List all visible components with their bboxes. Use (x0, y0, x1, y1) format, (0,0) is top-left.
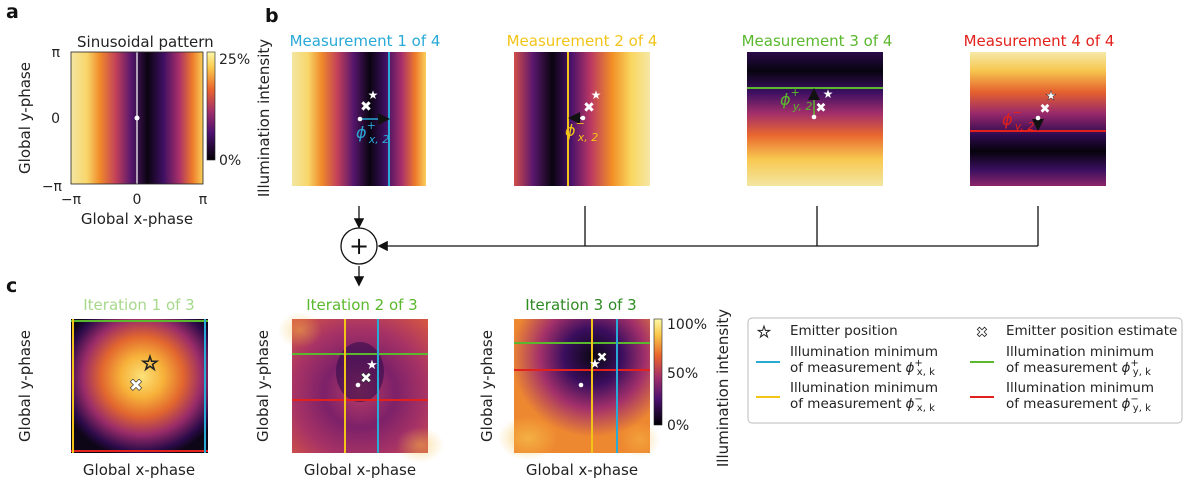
panel-a-center-dot (134, 115, 140, 121)
iteration-2-emitter-icon: ★ (366, 358, 378, 373)
panel-c-cbar-top: 100% (667, 317, 707, 333)
iteration-1-heatmap (71, 319, 208, 453)
measurement-2-phase-label: ϕ− x, 2 (565, 117, 598, 144)
legend-green-line1: Illumination minimum (1006, 344, 1154, 360)
legend-emitter-icon: ★ (757, 323, 770, 341)
measurement-1-phase-label: ϕ+ x, 2 (356, 119, 389, 146)
panel-c-colorbar-label: Illumination intensity (714, 309, 732, 467)
legend-red-line1: Illumination minimum (1006, 380, 1154, 396)
panel-c-letter: c (6, 275, 17, 297)
iteration-2-title: Iteration 2 of 3 (306, 296, 417, 314)
panel-a-ytick-bottom: −π (42, 179, 63, 195)
measurement-1-estimate-icon: ✖ (360, 99, 372, 115)
iteration-3-title: Iteration 3 of 3 (525, 296, 636, 314)
legend-yellow-line2: of measurement ϕ− x, k (790, 394, 935, 414)
iteration-1-estimate-icon: ✖ (129, 376, 143, 396)
legend-estimate-text: Emitter position estimate (1006, 323, 1177, 339)
panel-c-cbar-mid: 50% (667, 366, 698, 382)
iteration-2-estimate-icon: ✖ (360, 369, 373, 387)
iteration-1-emitter-icon: ☆ (141, 351, 159, 375)
iteration-3-emitter-icon: ★ (589, 357, 601, 372)
panel-a-xtick-mid: 0 (133, 192, 142, 208)
panel-a-xtick-left: −π (61, 192, 82, 208)
legend-red-line2: of measurement ϕ− y, k (1006, 394, 1151, 414)
panel-b-ylabel: Illumination intensity (255, 39, 273, 197)
measurement-3-estimate-icon: ✖ (816, 101, 827, 116)
panel-a-ylabel: Global y-phase (16, 62, 34, 174)
legend-emitter-text: Emitter position (790, 323, 898, 339)
panel-a-cbar-top: 25% (219, 52, 250, 68)
sum-symbol: + (349, 232, 369, 260)
legend-estimate-icon: ✖ (976, 325, 988, 341)
panel-c-colorbar (653, 318, 663, 426)
panel-c-cbar-bottom: 0% (667, 418, 689, 434)
panel-a-ytick-top: π (52, 45, 61, 61)
measurement-4-phase-label: ϕ− y, 2 (1002, 106, 1034, 133)
measurement-3-emitter-icon: ★ (823, 87, 834, 101)
measurement-3-phase-label: ϕ+ y, 2 (780, 86, 812, 113)
panel-a-colorbar (206, 51, 216, 161)
measurement-4-title: Measurement 4 of 4 (964, 32, 1115, 50)
iteration-3-xlabel: Global x-phase (526, 461, 638, 479)
panel-a-letter: a (6, 1, 19, 23)
legend-blue-line2: of measurement ϕ+ x, k (790, 358, 935, 378)
iteration-2-ylabel: Global y-phase (254, 330, 272, 442)
measurement-4-estimate-icon: ✖ (1040, 102, 1051, 117)
legend-green-line2: of measurement ϕ+ y, k (1006, 358, 1151, 378)
legend-box (747, 317, 1183, 424)
iteration-2-xlabel: Global x-phase (304, 461, 416, 479)
iteration-1-ylabel: Global y-phase (16, 330, 34, 442)
panel-a-cbar-bottom: 0% (219, 153, 241, 169)
measurement-2-title: Measurement 2 of 4 (507, 32, 658, 50)
iteration-3-ylabel: Global y-phase (478, 330, 496, 442)
panel-b-letter: b (265, 5, 279, 27)
sum-node (340, 227, 378, 265)
legend-yellow-line1: Illumination minimum (790, 380, 938, 396)
panel-a-xlabel: Global x-phase (81, 210, 193, 228)
measurement-4-emitter-icon: ★ (1045, 89, 1057, 104)
flow-connectors (353, 206, 1039, 287)
measurement-2-estimate-icon: ✖ (583, 100, 595, 116)
iteration-3-estimate-icon: ✖ (596, 350, 608, 366)
panel-a-ytick-mid: 0 (51, 111, 60, 127)
iteration-1-xlabel: Global x-phase (83, 461, 195, 479)
panel-a-title: Sinusoidal pattern (77, 33, 214, 51)
iteration-1-title: Iteration 1 of 3 (83, 296, 194, 314)
measurement-2-emitter-icon: ★ (591, 88, 602, 102)
measurement-1-title: Measurement 1 of 4 (290, 32, 441, 50)
legend-blue-line1: Illumination minimum (790, 344, 938, 360)
panel-a-xtick-right: π (199, 192, 208, 208)
measurement-1-emitter-icon: ★ (368, 88, 379, 102)
measurement-3-title: Measurement 3 of 4 (742, 32, 893, 50)
